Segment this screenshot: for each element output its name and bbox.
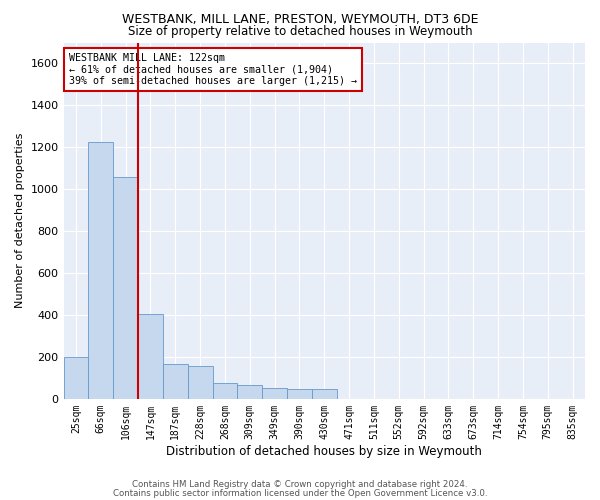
Text: Contains HM Land Registry data © Crown copyright and database right 2024.: Contains HM Land Registry data © Crown c… xyxy=(132,480,468,489)
X-axis label: Distribution of detached houses by size in Weymouth: Distribution of detached houses by size … xyxy=(166,444,482,458)
Bar xyxy=(238,385,262,399)
Bar xyxy=(138,314,163,399)
Bar xyxy=(88,142,113,399)
Text: WESTBANK MILL LANE: 122sqm
← 61% of detached houses are smaller (1,904)
39% of s: WESTBANK MILL LANE: 122sqm ← 61% of deta… xyxy=(69,53,357,86)
Y-axis label: Number of detached properties: Number of detached properties xyxy=(15,133,25,308)
Bar xyxy=(113,176,138,399)
Text: WESTBANK, MILL LANE, PRESTON, WEYMOUTH, DT3 6DE: WESTBANK, MILL LANE, PRESTON, WEYMOUTH, … xyxy=(122,12,478,26)
Text: Contains public sector information licensed under the Open Government Licence v3: Contains public sector information licen… xyxy=(113,489,487,498)
Bar xyxy=(212,383,238,399)
Bar xyxy=(64,357,88,399)
Bar xyxy=(312,390,337,399)
Text: Size of property relative to detached houses in Weymouth: Size of property relative to detached ho… xyxy=(128,25,472,38)
Bar xyxy=(163,364,188,399)
Bar xyxy=(287,390,312,399)
Bar xyxy=(262,388,287,399)
Bar xyxy=(188,366,212,399)
